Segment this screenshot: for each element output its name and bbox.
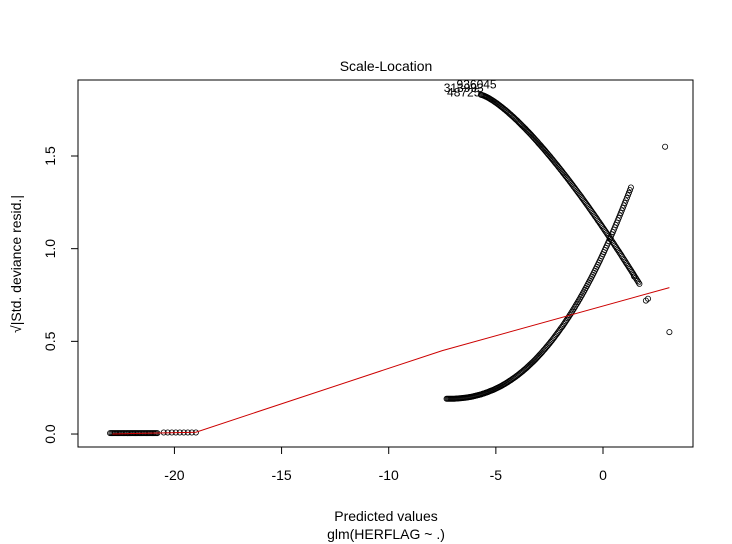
data-point [666, 329, 673, 336]
data-point [628, 267, 635, 274]
y-tick-label: 0.0 [42, 424, 58, 444]
data-point [635, 279, 642, 286]
data-point [632, 274, 639, 281]
data-point [570, 305, 577, 312]
data-point [623, 194, 630, 201]
data-point [636, 280, 643, 287]
data-point [532, 356, 539, 363]
data-point [566, 312, 573, 319]
x-axis-sublabel: glm(HERFLAG ~ .) [327, 526, 445, 542]
data-point [625, 189, 632, 196]
chart-title: Scale-Location [340, 58, 433, 74]
data-point [642, 297, 649, 304]
x-tick-label: -20 [164, 467, 184, 483]
x-axis-label: Predicted values [334, 508, 438, 524]
data-point [645, 295, 652, 302]
x-tick-label: -10 [379, 467, 399, 483]
data-point [563, 316, 570, 323]
data-point [529, 359, 536, 366]
data-point [531, 357, 538, 364]
point-label: 313993 [444, 81, 484, 95]
y-tick-label: 1.0 [42, 239, 58, 259]
x-tick-label: -5 [490, 467, 503, 483]
residual-points [107, 91, 673, 437]
data-point [627, 265, 634, 272]
data-point [559, 322, 566, 329]
data-point [622, 258, 629, 265]
x-tick-label: -15 [271, 467, 291, 483]
plot-frame [77, 79, 694, 448]
smooth-line [112, 287, 670, 435]
y-tick-label: 0.5 [42, 331, 58, 351]
data-point [562, 318, 569, 325]
data-point [567, 310, 574, 317]
data-point [622, 197, 629, 204]
data-point [634, 277, 641, 284]
x-axis: -20 -15 -10 -5 0 [164, 446, 607, 483]
data-point [631, 273, 638, 280]
x-tick-label: 0 [599, 467, 607, 483]
data-point [662, 143, 669, 150]
data-point [624, 261, 631, 268]
y-tick-label: 1.5 [42, 146, 58, 166]
data-point [533, 354, 540, 361]
data-point [617, 251, 624, 258]
data-point [572, 302, 579, 309]
data-point [530, 358, 537, 365]
data-point [629, 270, 636, 277]
data-point [621, 257, 628, 264]
point-label: 936045 [457, 77, 497, 91]
data-point [627, 184, 634, 191]
y-axis-label: √|Std. deviance resid.| [8, 195, 24, 333]
data-point [625, 262, 632, 269]
data-point [626, 187, 633, 194]
y-axis: 0.0 0.5 1.0 1.5 [42, 146, 79, 444]
data-point [613, 244, 620, 251]
point-label: 48725 [447, 86, 481, 100]
